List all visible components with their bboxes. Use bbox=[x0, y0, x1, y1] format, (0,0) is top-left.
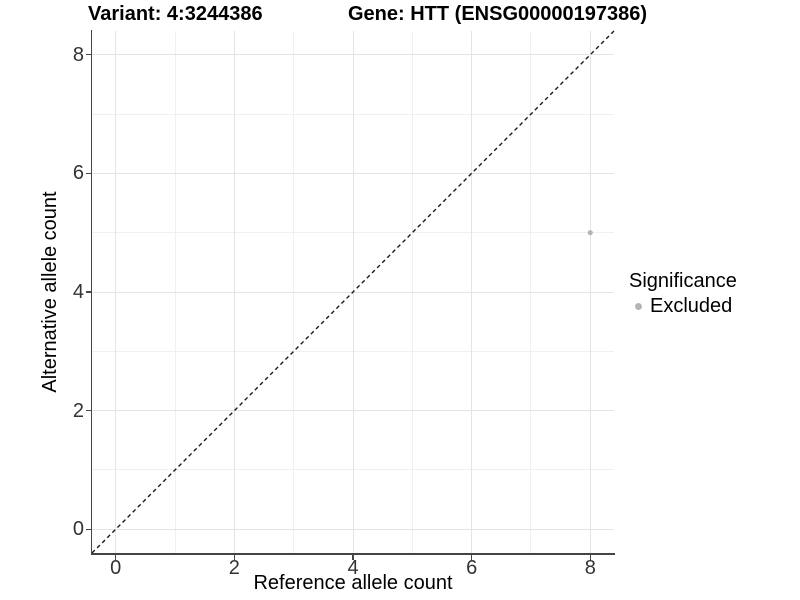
plot-layer bbox=[91, 30, 615, 554]
y-tick-mark bbox=[85, 53, 91, 56]
x-tick-label: 8 bbox=[584, 557, 596, 579]
x-tick-mark bbox=[114, 554, 117, 560]
y-tick-mark bbox=[85, 528, 91, 531]
y-tick-mark bbox=[85, 172, 91, 175]
y-axis-line bbox=[90, 30, 92, 555]
y-tick-mark bbox=[85, 291, 91, 293]
legend-entries: Excluded bbox=[629, 294, 737, 318]
legend: Significance Excluded bbox=[629, 269, 737, 318]
legend-key bbox=[629, 297, 647, 315]
identity-dashed-line bbox=[91, 30, 615, 554]
y-tick-label: 2 bbox=[72, 399, 84, 422]
gridline-y-major bbox=[92, 54, 614, 56]
legend-title: Significance bbox=[629, 270, 737, 292]
x-tick-label: 0 bbox=[110, 557, 122, 579]
legend-entry: Excluded bbox=[629, 294, 737, 318]
y-tick-label: 4 bbox=[72, 281, 84, 303]
x-tick-mark bbox=[589, 554, 592, 560]
legend-entry-label: Excluded bbox=[650, 294, 733, 317]
x-tick-label: 2 bbox=[228, 557, 240, 579]
x-tick-mark bbox=[470, 554, 473, 560]
x-axis-title: Reference allele count bbox=[253, 572, 453, 594]
y-tick-label: 8 bbox=[72, 43, 84, 66]
x-tick-mark bbox=[233, 554, 236, 560]
plot-panel bbox=[91, 30, 615, 554]
y-tick-mark bbox=[85, 409, 91, 412]
legend-dot-icon bbox=[634, 302, 642, 310]
x-tick-label: 4 bbox=[347, 557, 359, 579]
x-tick-mark bbox=[352, 554, 354, 560]
data-point bbox=[587, 230, 593, 236]
x-tick-label: 6 bbox=[466, 557, 478, 579]
gridline-y-major bbox=[92, 528, 614, 530]
plot-title-gene: Gene: HTT (ENSG00000197386) bbox=[348, 3, 648, 25]
gridline-y-major bbox=[92, 410, 614, 412]
gridline-y-major bbox=[92, 172, 614, 174]
x-axis-line bbox=[90, 553, 615, 555]
y-tick-label: 6 bbox=[72, 162, 84, 185]
y-tick-label: 0 bbox=[72, 518, 84, 541]
plot-title-variant: Variant: 4:3244386 bbox=[88, 3, 263, 25]
